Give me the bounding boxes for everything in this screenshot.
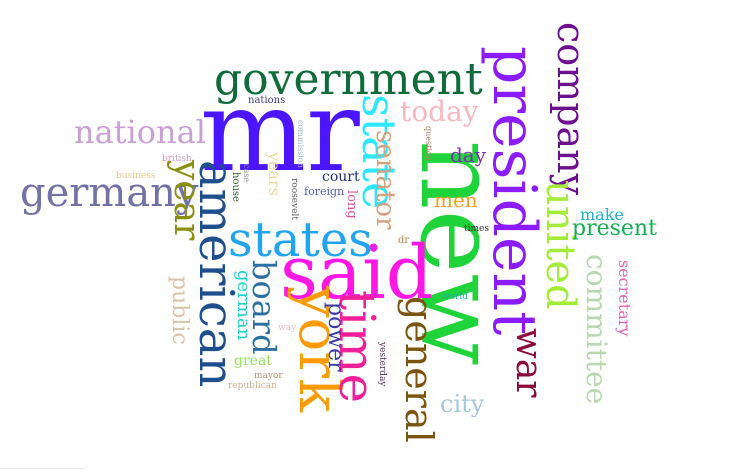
word-court: court <box>322 169 360 185</box>
word-germany: germany <box>20 170 199 216</box>
word-years: years <box>265 152 284 196</box>
word-commission: commission <box>296 120 305 168</box>
word-power: power <box>323 302 348 372</box>
word-make: make <box>580 205 624 224</box>
word-foreign: foreign <box>304 185 345 198</box>
word-business: business <box>116 171 156 181</box>
word-united: united <box>537 180 583 310</box>
word-great: great <box>234 353 272 369</box>
word-today: today <box>400 95 479 128</box>
word-company: company <box>549 22 593 196</box>
word-year: year <box>166 160 207 241</box>
word-public: public <box>167 276 192 345</box>
word-national: national <box>74 113 206 151</box>
word-case: case <box>242 164 251 183</box>
word-republican: republican <box>228 381 277 391</box>
word-roosevelt: roosevelt <box>289 178 299 220</box>
word-men: men <box>434 188 478 212</box>
word-secretary: secretary <box>615 260 634 337</box>
word-day: day <box>450 143 487 167</box>
word-house: house <box>230 172 241 202</box>
word-mayor: mayor <box>254 371 283 381</box>
word-german: german <box>233 270 254 341</box>
word-committee: committee <box>580 254 613 405</box>
word-president: president <box>479 46 549 336</box>
word-nations: nations <box>248 95 286 106</box>
word-said: said <box>280 230 434 316</box>
word-yesterday: yesterday <box>377 342 387 387</box>
word-way: way <box>278 323 297 333</box>
bottom-edge-line <box>0 468 84 469</box>
word-times: times <box>464 224 489 234</box>
word-long: long <box>344 190 359 219</box>
word-dr: dr <box>398 235 410 246</box>
word-world: world <box>442 292 469 302</box>
word-general: general <box>397 296 441 443</box>
word-war: war <box>508 328 549 398</box>
word-question: question <box>424 126 433 161</box>
word-government: government <box>214 54 483 105</box>
word-senator: senator <box>370 130 400 230</box>
word-present: present <box>572 216 657 241</box>
word-city: city <box>440 390 485 418</box>
word-mr: mr <box>200 67 360 197</box>
word-states: states <box>228 212 373 268</box>
word-british: british <box>162 154 192 164</box>
